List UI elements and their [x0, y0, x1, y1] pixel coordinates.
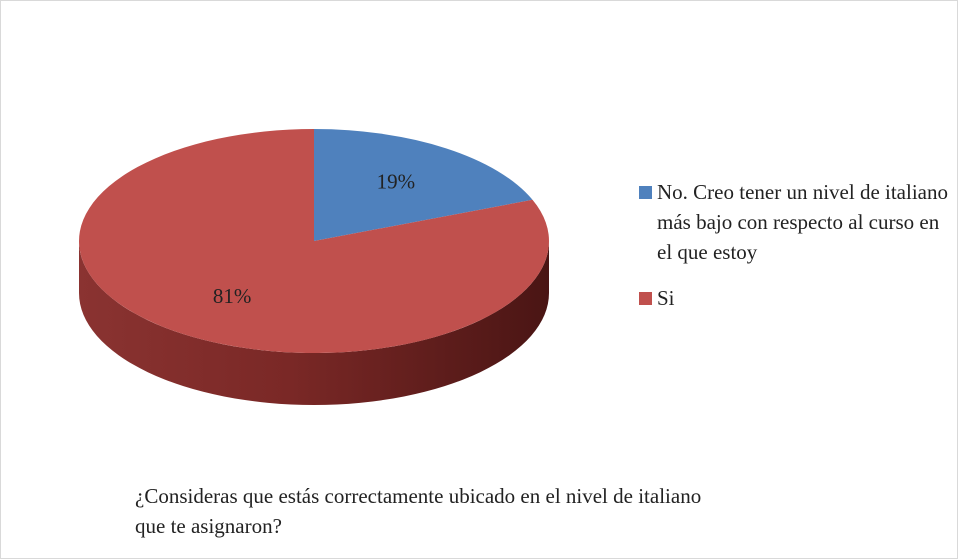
pie-side: [79, 241, 549, 405]
legend-entry: Si: [633, 283, 953, 313]
legend-label: No. Creo tener un nivel de italiano más …: [657, 180, 948, 264]
data-label: 19%: [377, 169, 416, 193]
legend-entry: No. Creo tener un nivel de italiano más …: [633, 177, 953, 267]
legend-swatch: [639, 292, 652, 305]
legend: No. Creo tener un nivel de italiano más …: [633, 177, 953, 329]
pie-slice: [78, 129, 549, 353]
chart-title: ¿Consideras que estás correctamente ubic…: [135, 484, 702, 538]
legend-label: Si: [657, 286, 675, 310]
data-label: 81%: [213, 284, 252, 308]
legend-swatch: [639, 186, 652, 199]
pie-slice: [314, 129, 533, 241]
